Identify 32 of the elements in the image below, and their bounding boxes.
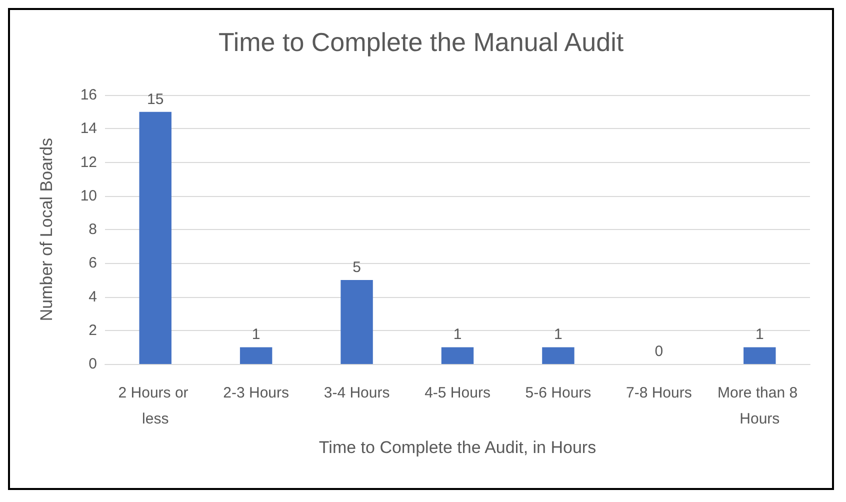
y-tick-label: 2: [88, 322, 97, 339]
y-tick-label: 4: [88, 288, 97, 306]
y-tick-label: 16: [80, 86, 97, 104]
x-axis-title: Time to Complete the Audit, in Hours: [318, 438, 596, 457]
y-axis-title: Number of Local Boards: [37, 138, 56, 322]
x-tick-label: 2-3 Hours: [223, 384, 289, 402]
y-tick-label: 12: [80, 154, 97, 171]
bar: [542, 347, 574, 364]
x-tick-label: 2 Hours or less: [118, 384, 192, 428]
y-tick-label: 10: [80, 187, 97, 204]
bar: [340, 280, 373, 364]
x-tick-label: 7-8 Hours: [626, 384, 692, 402]
y-tick-label: 14: [80, 120, 97, 138]
y-tick-label: 6: [88, 254, 97, 272]
data-label: 15: [147, 90, 164, 108]
x-tick-label: More than 8 Hours: [718, 384, 802, 428]
data-label: 1: [554, 326, 562, 344]
bar: [139, 112, 172, 364]
data-label: 1: [755, 326, 764, 344]
x-tick-label: 4-5 Hours: [424, 384, 490, 402]
bar: [744, 347, 776, 364]
data-label: 5: [352, 258, 361, 276]
y-tick-label: 8: [88, 221, 97, 238]
x-tick-label: 5-6 Hours: [525, 384, 592, 402]
data-label: 1: [453, 326, 462, 344]
x-tick-label: 3-4 Hours: [324, 384, 390, 402]
chart-title: Time to Complete the Manual Audit: [218, 27, 624, 57]
bar: [441, 347, 474, 364]
y-tick-label: 0: [88, 356, 97, 372]
data-label: 0: [654, 343, 664, 360]
data-label: 1: [252, 326, 260, 344]
bar: [240, 347, 272, 364]
